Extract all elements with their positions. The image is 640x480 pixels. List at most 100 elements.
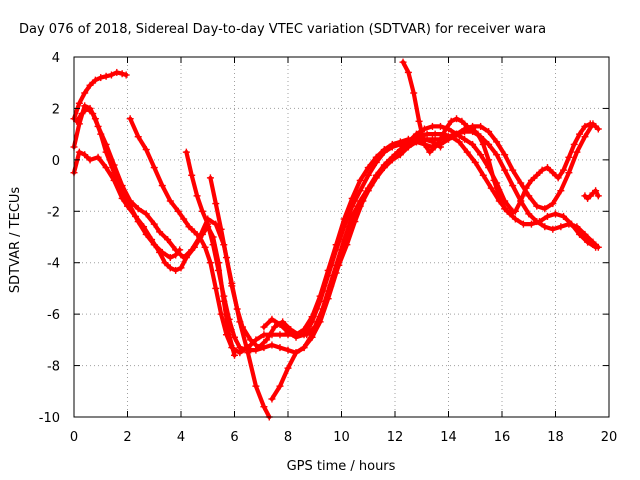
data-point bbox=[404, 143, 412, 151]
data-point bbox=[206, 259, 214, 267]
data-point bbox=[204, 220, 212, 228]
data-point bbox=[260, 323, 268, 331]
data-point bbox=[89, 110, 97, 118]
data-point bbox=[477, 122, 485, 130]
y-tick-label: -2 bbox=[47, 205, 60, 220]
data-point bbox=[196, 233, 204, 241]
data-point bbox=[581, 230, 589, 238]
data-point bbox=[348, 220, 356, 228]
data-point bbox=[284, 364, 292, 372]
data-point bbox=[124, 202, 131, 210]
data-point bbox=[364, 187, 372, 195]
chart-title: Day 076 of 2018, Sidereal Day-to-day VTE… bbox=[19, 22, 546, 37]
data-point bbox=[412, 138, 420, 146]
data-point bbox=[244, 346, 252, 354]
x-tick-label: 6 bbox=[230, 430, 238, 445]
data-point bbox=[263, 336, 271, 344]
data-point bbox=[592, 187, 600, 195]
data-point bbox=[509, 182, 517, 190]
data-point bbox=[428, 122, 436, 130]
data-point bbox=[463, 122, 471, 130]
data-point bbox=[268, 395, 276, 403]
data-point bbox=[172, 266, 180, 274]
data-point bbox=[308, 333, 316, 341]
data-point bbox=[442, 125, 450, 133]
data-point bbox=[166, 197, 174, 205]
data-point bbox=[527, 176, 535, 184]
data-point bbox=[110, 176, 118, 184]
data-point bbox=[404, 68, 412, 76]
data-point bbox=[557, 223, 565, 231]
data-point bbox=[260, 331, 268, 339]
data-point bbox=[182, 148, 190, 156]
y-tick-label: 0 bbox=[52, 154, 60, 169]
data-point bbox=[436, 135, 444, 143]
data-point bbox=[134, 205, 142, 213]
data-point bbox=[231, 333, 238, 341]
data-point bbox=[132, 212, 140, 220]
data-point bbox=[560, 166, 568, 174]
data-point bbox=[247, 336, 255, 344]
data-point bbox=[525, 210, 533, 218]
data-point bbox=[222, 331, 230, 339]
data-point bbox=[372, 158, 380, 166]
data-point bbox=[364, 171, 372, 179]
data-point bbox=[86, 156, 94, 164]
data-point bbox=[118, 194, 126, 202]
data-point bbox=[527, 220, 535, 228]
data-point bbox=[455, 138, 463, 146]
data-point bbox=[252, 382, 260, 390]
data-point bbox=[565, 153, 573, 161]
data-point bbox=[388, 143, 396, 151]
data-point bbox=[543, 164, 551, 172]
data-point bbox=[493, 138, 501, 146]
data-point bbox=[364, 164, 372, 172]
data-point bbox=[107, 71, 115, 79]
data-point bbox=[276, 382, 284, 390]
data-point bbox=[509, 166, 517, 174]
data-point bbox=[415, 117, 423, 125]
data-point bbox=[212, 284, 220, 292]
data-point bbox=[525, 192, 533, 200]
data-point bbox=[340, 223, 348, 231]
data-point bbox=[519, 220, 527, 228]
data-point bbox=[255, 344, 263, 352]
data-point bbox=[142, 146, 150, 154]
data-point bbox=[206, 174, 214, 182]
data-point bbox=[506, 210, 514, 218]
data-point bbox=[428, 135, 436, 143]
data-point bbox=[222, 254, 230, 262]
x-tick-label: 12 bbox=[387, 430, 404, 445]
data-point bbox=[180, 215, 188, 223]
data-point bbox=[188, 246, 196, 254]
data-point bbox=[239, 323, 247, 331]
data-point bbox=[78, 110, 86, 118]
x-tick-label: 8 bbox=[284, 430, 292, 445]
data-point bbox=[172, 246, 180, 254]
data-point bbox=[324, 295, 332, 303]
data-point bbox=[396, 140, 404, 148]
y-tick-label: -4 bbox=[47, 257, 60, 272]
data-point bbox=[220, 292, 228, 300]
data-point bbox=[126, 115, 134, 123]
data-point bbox=[549, 225, 557, 233]
data-point bbox=[423, 130, 431, 138]
data-point bbox=[576, 130, 584, 138]
data-point bbox=[445, 133, 452, 141]
data-point bbox=[193, 192, 201, 200]
data-point bbox=[458, 117, 466, 125]
data-point bbox=[110, 161, 118, 169]
y-tick-label: 4 bbox=[52, 51, 60, 66]
data-point bbox=[140, 223, 148, 231]
data-point bbox=[431, 143, 439, 151]
y-tick-label: -6 bbox=[47, 308, 60, 323]
data-point bbox=[356, 176, 364, 184]
data-point bbox=[399, 58, 407, 66]
data-point bbox=[380, 164, 388, 172]
data-point bbox=[356, 187, 364, 195]
data-point bbox=[380, 148, 388, 156]
data-point bbox=[533, 202, 541, 210]
data-point bbox=[356, 202, 364, 210]
